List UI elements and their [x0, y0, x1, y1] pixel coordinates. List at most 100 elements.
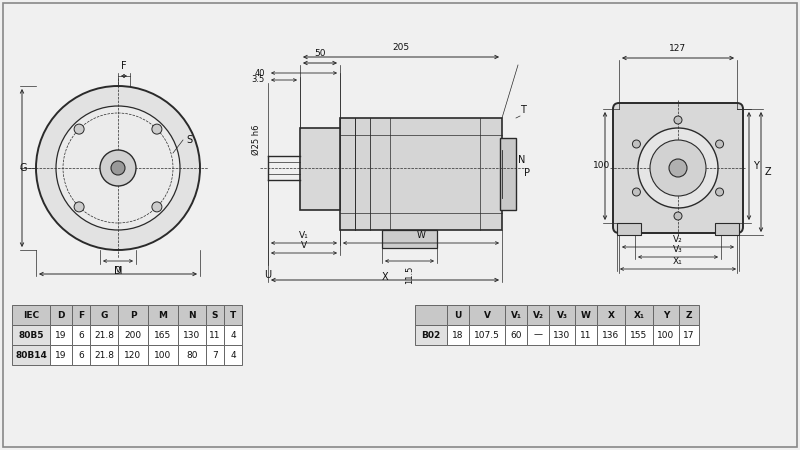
FancyBboxPatch shape — [148, 345, 178, 365]
FancyBboxPatch shape — [178, 345, 206, 365]
FancyBboxPatch shape — [469, 305, 505, 325]
FancyBboxPatch shape — [148, 325, 178, 345]
Text: G: G — [100, 310, 108, 320]
FancyBboxPatch shape — [715, 223, 739, 235]
FancyBboxPatch shape — [224, 345, 242, 365]
FancyBboxPatch shape — [527, 325, 549, 345]
Text: 200: 200 — [125, 330, 142, 339]
FancyBboxPatch shape — [382, 230, 437, 248]
FancyBboxPatch shape — [206, 305, 224, 325]
Text: M: M — [114, 266, 122, 276]
Text: Y: Y — [753, 161, 759, 171]
Text: 18: 18 — [452, 330, 464, 339]
Text: 6: 6 — [78, 330, 84, 339]
Text: P: P — [524, 168, 530, 178]
FancyBboxPatch shape — [178, 305, 206, 325]
Text: U: U — [454, 310, 462, 320]
Text: 40: 40 — [254, 68, 265, 77]
Text: N: N — [518, 155, 526, 165]
Text: X₁: X₁ — [634, 310, 645, 320]
Circle shape — [650, 140, 706, 196]
Text: 4: 4 — [230, 330, 236, 339]
FancyBboxPatch shape — [50, 345, 72, 365]
FancyBboxPatch shape — [415, 305, 447, 325]
Text: Y: Y — [663, 310, 669, 320]
Circle shape — [638, 128, 718, 208]
FancyBboxPatch shape — [90, 305, 118, 325]
Circle shape — [633, 140, 641, 148]
Text: 19: 19 — [55, 351, 66, 360]
Text: X: X — [607, 310, 614, 320]
Text: 7: 7 — [212, 351, 218, 360]
Text: 3.5: 3.5 — [252, 76, 265, 85]
Circle shape — [715, 140, 723, 148]
Circle shape — [674, 116, 682, 124]
Text: —: — — [534, 330, 542, 339]
FancyBboxPatch shape — [505, 325, 527, 345]
FancyBboxPatch shape — [90, 325, 118, 345]
Text: V₁: V₁ — [510, 310, 522, 320]
FancyBboxPatch shape — [206, 325, 224, 345]
Text: T: T — [230, 310, 236, 320]
Circle shape — [56, 106, 180, 230]
Text: 11: 11 — [210, 330, 221, 339]
FancyBboxPatch shape — [679, 305, 699, 325]
Text: IEC: IEC — [23, 310, 39, 320]
FancyBboxPatch shape — [500, 138, 516, 210]
FancyBboxPatch shape — [575, 325, 597, 345]
Text: S: S — [212, 310, 218, 320]
Circle shape — [36, 86, 200, 250]
FancyBboxPatch shape — [625, 305, 653, 325]
Circle shape — [633, 188, 641, 196]
FancyBboxPatch shape — [415, 325, 447, 345]
Text: 19: 19 — [55, 330, 66, 339]
Text: 50: 50 — [314, 49, 326, 58]
FancyBboxPatch shape — [90, 345, 118, 365]
Circle shape — [669, 159, 687, 177]
Circle shape — [74, 124, 84, 134]
FancyBboxPatch shape — [118, 305, 148, 325]
Text: 155: 155 — [630, 330, 648, 339]
Text: 80B14: 80B14 — [15, 351, 47, 360]
FancyBboxPatch shape — [447, 305, 469, 325]
Text: 17: 17 — [683, 330, 694, 339]
Text: W: W — [581, 310, 591, 320]
Text: V₁: V₁ — [299, 231, 309, 240]
FancyBboxPatch shape — [72, 305, 90, 325]
FancyBboxPatch shape — [447, 325, 469, 345]
Text: U: U — [265, 270, 271, 280]
Text: F: F — [78, 310, 84, 320]
FancyBboxPatch shape — [653, 305, 679, 325]
Text: 100: 100 — [593, 162, 610, 171]
Text: V₂: V₂ — [533, 310, 543, 320]
FancyBboxPatch shape — [575, 305, 597, 325]
FancyBboxPatch shape — [178, 325, 206, 345]
Text: 130: 130 — [554, 330, 570, 339]
FancyBboxPatch shape — [597, 305, 625, 325]
Text: V: V — [483, 310, 490, 320]
Text: 80B5: 80B5 — [18, 330, 44, 339]
Circle shape — [152, 202, 162, 212]
Text: 80: 80 — [186, 351, 198, 360]
FancyBboxPatch shape — [469, 325, 505, 345]
Text: S: S — [186, 135, 192, 145]
FancyBboxPatch shape — [118, 325, 148, 345]
Text: P: P — [130, 310, 136, 320]
FancyBboxPatch shape — [50, 325, 72, 345]
Text: Z: Z — [765, 167, 772, 177]
Text: Ø25 h6: Ø25 h6 — [251, 125, 261, 155]
Text: V₃: V₃ — [673, 245, 683, 254]
Text: V₃: V₃ — [557, 310, 567, 320]
FancyBboxPatch shape — [224, 305, 242, 325]
FancyBboxPatch shape — [72, 325, 90, 345]
Text: 127: 127 — [670, 44, 686, 53]
FancyBboxPatch shape — [527, 305, 549, 325]
FancyBboxPatch shape — [617, 223, 641, 235]
Text: D: D — [58, 310, 65, 320]
Text: X: X — [382, 272, 388, 282]
Text: F: F — [121, 61, 127, 71]
FancyBboxPatch shape — [300, 128, 340, 210]
Text: T: T — [520, 105, 526, 115]
Text: 6: 6 — [78, 351, 84, 360]
FancyBboxPatch shape — [597, 325, 625, 345]
